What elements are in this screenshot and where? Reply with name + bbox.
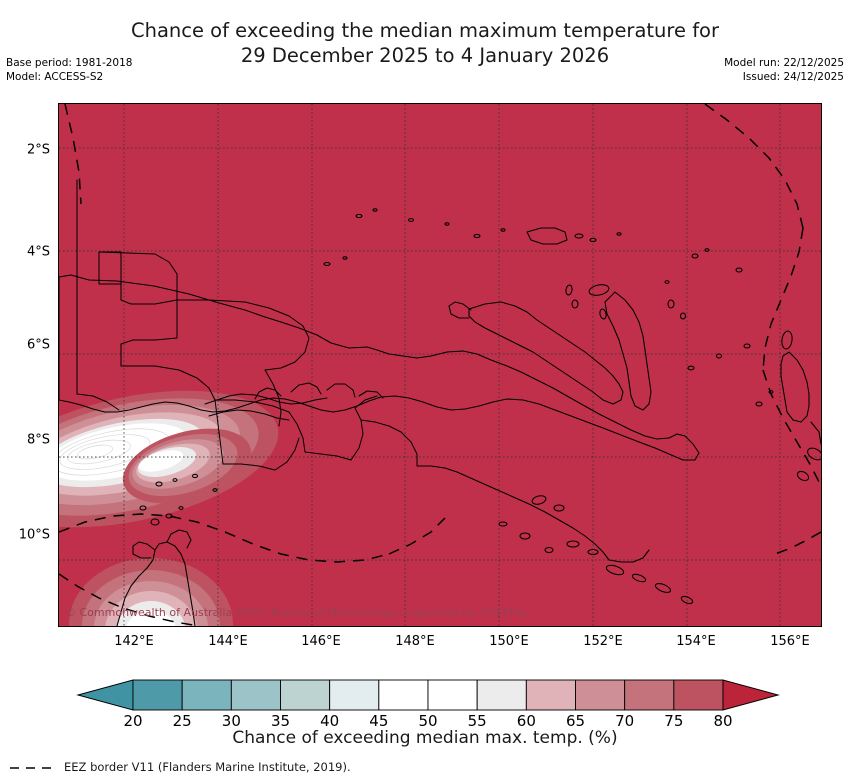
colorbar-under-arrow (76, 679, 134, 711)
model-text: Model: ACCESS-S2 (6, 71, 104, 83)
metadata-left: Base period: 1981-2018 Model: ACCESS-S2 (6, 56, 132, 84)
lon-tick-148e: 148°E (395, 634, 435, 649)
lon-tick-156e: 156°E (770, 634, 810, 649)
solomon-islands-coastline (810, 421, 821, 445)
colorbar-tick-label: 70 (615, 712, 634, 726)
coastline-outlines (59, 179, 821, 626)
lon-tick-146e: 146°E (301, 634, 341, 649)
colorbar-segment (132, 679, 183, 711)
colorbar-segment (525, 679, 576, 711)
colorbar-tick-label: 55 (468, 712, 487, 726)
lon-tick-144e: 144°E (208, 634, 248, 649)
colorbar-segment (329, 679, 380, 711)
lat-tick-4s: 4°S (26, 244, 50, 260)
eez-dash-icon (10, 766, 58, 769)
colorbar-segment (624, 679, 675, 711)
eez-legend: EEZ border V11 (Flanders Marine Institut… (8, 760, 351, 774)
colorbar-tick-label: 40 (320, 712, 339, 726)
bougainville-coastline (780, 351, 810, 423)
lat-tick-8s: 8°S (26, 432, 50, 448)
eez-border-lines (59, 104, 821, 626)
colorbar-tick-label: 80 (713, 712, 732, 726)
colorbar-over-arrow (722, 679, 780, 711)
colorbar-segment (476, 679, 527, 711)
colorbar-axis-label: Chance of exceeding median max. temp. (%… (232, 728, 618, 748)
metadata-right: Model run: 22/12/2025 Issued: 24/12/2025 (724, 56, 844, 84)
administrative-borders (76, 179, 458, 473)
colorbar-svg: 20 25 30 35 40 45 50 55 60 65 70 75 80 (76, 679, 780, 726)
title-line-1: Chance of exceeding the median maximum t… (130, 19, 720, 42)
eez-legend-text: EEZ border V11 (Flanders Marine Institut… (64, 760, 351, 774)
new-britain-coastline (468, 301, 624, 405)
lon-tick-142e: 142°E (114, 634, 154, 649)
colorbar-tick-label: 60 (517, 712, 536, 726)
map-copyright-text: © Commonwealth of Australia 2025, Bureau… (65, 606, 528, 619)
base-period-text: Base period: 1981-2018 (6, 57, 133, 69)
model-run-text: Model run: 22/12/2025 (724, 57, 844, 69)
page-title: Chance of exceeding the median maximum t… (0, 18, 850, 68)
map-canvas: © Commonwealth of Australia 2025, Bureau… (59, 104, 821, 626)
colorbar-tick-label: 35 (271, 712, 290, 726)
lat-tick-10s: 10°S (18, 527, 50, 543)
issued-text: Issued: 24/12/2025 (742, 71, 844, 83)
new-ireland-coastline (604, 291, 652, 411)
new-guinea-coastline (59, 274, 700, 461)
colorbar[interactable]: 20 25 30 35 40 45 50 55 60 65 70 75 80 (0, 676, 850, 726)
cape-york-coastline (116, 541, 196, 626)
lon-tick-154e: 154°E (676, 634, 716, 649)
colorbar-tick-label: 65 (566, 712, 585, 726)
lon-tick-152e: 152°E (583, 634, 623, 649)
colorbar-segments (76, 679, 780, 711)
map-background (59, 104, 821, 626)
colorbar-segment (230, 679, 281, 711)
cape-york-contours (69, 558, 233, 626)
lat-tick-6s: 6°S (26, 337, 50, 353)
colorbar-tick-label: 75 (664, 712, 683, 726)
colorbar-segment (280, 679, 331, 711)
colorbar-tick-label: 30 (222, 712, 241, 726)
colorbar-segment (378, 679, 429, 711)
colorbar-tick-label: 20 (123, 712, 142, 726)
lon-tick-150e: 150°E (489, 634, 529, 649)
manus-island-coastline (526, 227, 568, 245)
colorbar-tick-label: 45 (369, 712, 388, 726)
gulf-tail-contours (122, 428, 252, 504)
colorbar-segment (575, 679, 626, 711)
forecast-map[interactable]: © Commonwealth of Australia 2025, Bureau… (58, 103, 822, 627)
colorbar-tick-label: 50 (418, 712, 437, 726)
lat-tick-2s: 2°S (26, 142, 50, 158)
title-line-2: 29 December 2025 to 4 January 2026 (240, 44, 610, 67)
colorbar-segment (181, 679, 232, 711)
colorbar-segment (673, 679, 724, 711)
colorbar-tick-labels: 20 25 30 35 40 45 50 55 60 65 70 75 80 (123, 712, 732, 726)
colorbar-tick-label: 25 (173, 712, 192, 726)
colorbar-segment (427, 679, 478, 711)
